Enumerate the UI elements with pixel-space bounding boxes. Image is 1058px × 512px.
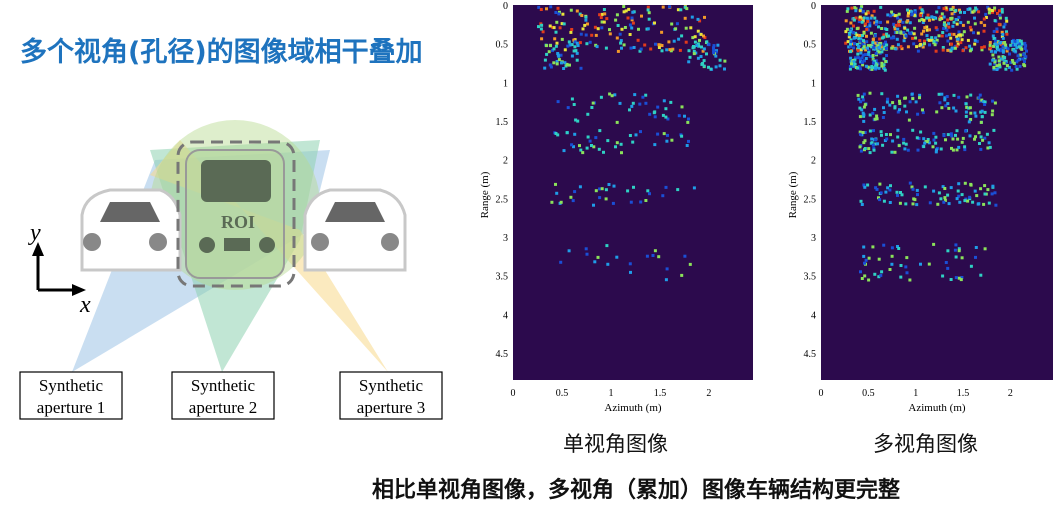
conclusion-text: 相比单视角图像，多视角（累加）图像车辆结构更完整 [372, 478, 901, 503]
y-tick-label: 1.5 [804, 117, 817, 128]
y-tick-label: 4 [503, 310, 508, 321]
roi-label: ROI [221, 212, 255, 232]
x-tick-label: 0 [819, 388, 824, 399]
x-tick-label: 2 [706, 388, 711, 399]
speckle-layer [844, 5, 1028, 282]
svg-text:aperture 2: aperture 2 [189, 398, 257, 417]
speckle-layer [537, 5, 727, 282]
y-tick-label: 2.5 [804, 194, 817, 205]
single-view-caption: 单视角图像 [563, 432, 668, 456]
y-ticks: 0 0.5 1 1.5 2 2.5 3 3.5 4 4.5 [804, 1, 817, 360]
x-axis-label: Azimuth (m) [604, 402, 661, 414]
y-tick-label: 4 [811, 310, 816, 321]
x-tick-label: 1.5 [654, 388, 667, 399]
axis-y-label: y [28, 220, 41, 246]
coordinate-axes: y x [28, 220, 91, 318]
y-tick-label: 0 [503, 1, 508, 12]
slide-title: 多个视角(孔径)的图像域相干叠加 [20, 37, 423, 68]
x-tick-label: 0.5 [862, 388, 875, 399]
x-tick-label: 0.5 [556, 388, 569, 399]
x-tick-label: 1 [913, 388, 918, 399]
axis-x-label: x [79, 292, 91, 318]
svg-text:Synthetic: Synthetic [359, 376, 424, 395]
svg-text:Synthetic: Synthetic [39, 376, 104, 395]
multi-view-image-panel: 0 0.5 1 1.5 2 2.5 3 3.5 4 4.5 0 0.5 1 1.5 2 Range (m)… [787, 1, 1053, 414]
x-tick-label: 1 [608, 388, 613, 399]
beam-aperture-3 [150, 140, 388, 372]
y-tick-label: 0 [811, 1, 816, 12]
y-tick-label: 3 [503, 233, 508, 244]
y-tick-label: 0.5 [496, 40, 509, 51]
x-tick-label: 2 [1008, 388, 1013, 399]
multi-view-caption: 多视角图像 [873, 432, 978, 456]
y-tick-label: 2 [503, 156, 508, 167]
x-ticks: 0 0.5 1 1.5 2 [511, 388, 712, 399]
left-car [80, 188, 182, 272]
x-axis-label: Azimuth (m) [908, 402, 965, 414]
svg-text:aperture 1: aperture 1 [37, 398, 105, 417]
y-tick-label: 0.5 [804, 40, 817, 51]
y-tick-label: 3 [811, 233, 816, 244]
y-ticks: 0 0.5 1 1.5 2 2.5 3 3.5 4 4.5 [496, 1, 509, 360]
roi-box [176, 140, 296, 288]
y-tick-label: 1.5 [496, 117, 509, 128]
image-area [513, 5, 753, 380]
svg-text:aperture 3: aperture 3 [357, 398, 425, 417]
y-tick-label: 3.5 [496, 272, 509, 283]
left-car-wheel [83, 233, 101, 251]
y-tick-label: 2.5 [496, 194, 509, 205]
roi-target-car [185, 149, 285, 279]
aperture-1-box: Synthetic aperture 1 [19, 371, 123, 420]
svg-text:Synthetic: Synthetic [191, 376, 256, 395]
y-axis-label: Range (m) [787, 171, 799, 218]
single-view-image-panel: 0 0.5 1 1.5 2 2.5 3 3.5 4 4.5 0 0.5 1 1.5 2 Range (m)… [479, 1, 753, 414]
y-axis-label: Range (m) [479, 171, 491, 218]
right-car [303, 188, 407, 272]
multi-aperture-diagram: ROI y x Synthetic aperture 1 Synthetic a… [19, 120, 443, 420]
y-tick-label: 4.5 [804, 349, 817, 360]
aperture-2-box: Synthetic aperture 2 [171, 371, 275, 420]
x-ticks: 0 0.5 1 1.5 2 [819, 388, 1013, 399]
y-tick-label: 3.5 [804, 272, 817, 283]
y-tick-label: 1 [811, 78, 816, 89]
x-tick-label: 1.5 [957, 388, 970, 399]
y-tick-label: 4.5 [496, 349, 509, 360]
aperture-3-box: Synthetic aperture 3 [339, 371, 443, 420]
x-tick-label: 0 [511, 388, 516, 399]
y-tick-label: 2 [811, 156, 816, 167]
y-tick-label: 1 [503, 78, 508, 89]
